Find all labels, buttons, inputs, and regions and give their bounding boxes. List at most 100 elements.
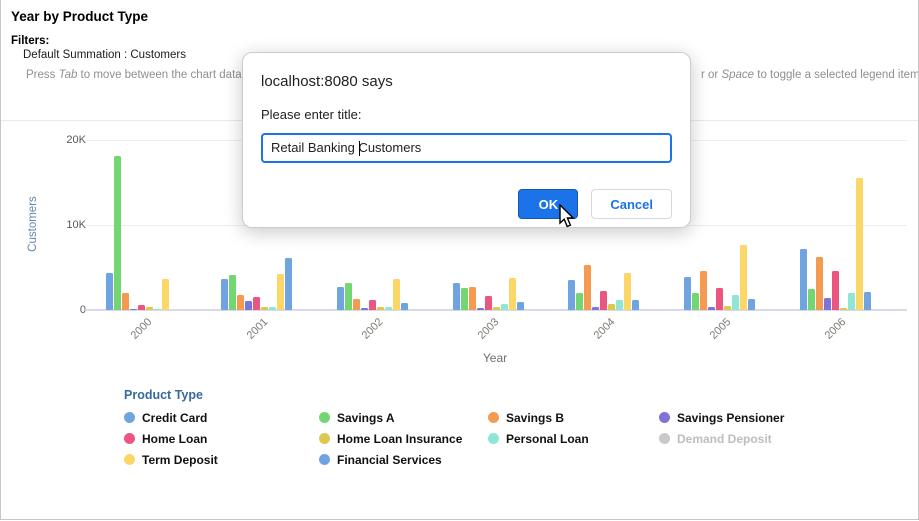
- bar-2005-term-deposit[interactable]: [740, 245, 747, 310]
- x-axis-title: Year: [482, 351, 508, 365]
- instruction-fragment: Press: [26, 69, 59, 81]
- bar-2004-savings-a[interactable]: [576, 293, 584, 310]
- bar-2005-credit-card[interactable]: [684, 276, 691, 310]
- keyboard-instructions-right: r or Space to toggle a selected legend i…: [701, 69, 918, 81]
- bar-2004-term-deposit[interactable]: [624, 273, 632, 310]
- bar-2001-financial-services[interactable]: [285, 258, 293, 310]
- bar-2000-term-deposit[interactable]: [161, 279, 169, 310]
- bar-2004-savings-b[interactable]: [584, 264, 592, 310]
- bar-2001-savings-b[interactable]: [237, 294, 245, 310]
- bar-2003-credit-card[interactable]: [452, 282, 460, 310]
- bar-2000-personal-loan[interactable]: [153, 308, 161, 310]
- bar-2003-savings-a[interactable]: [460, 287, 468, 310]
- bar-2006-financial-services[interactable]: [863, 292, 871, 310]
- bar-2004-credit-card[interactable]: [568, 280, 576, 310]
- text-caret: [359, 141, 360, 156]
- bar-2002-home-loan[interactable]: [368, 299, 376, 310]
- bar-2006-personal-loan[interactable]: [847, 293, 855, 310]
- bar-2001-term-deposit[interactable]: [277, 274, 285, 310]
- page-title: Year by Product Type: [11, 9, 149, 24]
- x-tick-label-2002: 2002: [360, 316, 386, 342]
- bar-2004-savings-pensioner[interactable]: [592, 306, 600, 310]
- bar-2005-savings-a[interactable]: [692, 293, 699, 310]
- bar-2004-home-loan-insurance[interactable]: [608, 304, 616, 310]
- x-axis-baseline: [85, 309, 907, 311]
- legend-swatch-savings-pensioner: [659, 412, 670, 423]
- bar-2001-credit-card[interactable]: [221, 279, 229, 310]
- bar-2006-home-loan-insurance[interactable]: [839, 308, 847, 310]
- bar-2005-savings-pensioner[interactable]: [708, 306, 715, 310]
- cancel-button[interactable]: Cancel: [591, 189, 672, 219]
- legend-swatch-personal-loan: [488, 433, 499, 444]
- bar-2005-financial-services[interactable]: [748, 298, 755, 310]
- instruction-fragment: to move between the chart data, le: [77, 69, 257, 81]
- legend-label: Personal Loan: [506, 431, 589, 446]
- legend-item-credit-card[interactable]: Credit Card: [124, 407, 319, 428]
- bar-2000-savings-a[interactable]: [113, 156, 121, 310]
- bar-2003-home-loan[interactable]: [484, 296, 492, 310]
- bar-2005-personal-loan[interactable]: [732, 294, 739, 310]
- bar-2002-personal-loan[interactable]: [384, 307, 392, 310]
- bar-2003-financial-services[interactable]: [516, 301, 524, 310]
- legend-item-term-deposit[interactable]: Term Deposit: [124, 449, 319, 470]
- filters-value: Default Summation : Customers: [23, 49, 186, 61]
- bar-2006-term-deposit[interactable]: [855, 178, 863, 310]
- bar-2004-financial-services[interactable]: [632, 299, 640, 310]
- bar-2004-home-loan[interactable]: [600, 291, 608, 310]
- bar-2000-savings-pensioner[interactable]: [129, 308, 137, 310]
- bar-2000-savings-b[interactable]: [121, 293, 129, 310]
- bar-2004-personal-loan[interactable]: [616, 299, 624, 310]
- legend-item-savings-a[interactable]: Savings A: [319, 407, 488, 428]
- bar-2002-savings-b[interactable]: [352, 298, 360, 310]
- filters-label: Filters:: [11, 35, 50, 47]
- legend-item-financial-services[interactable]: Financial Services: [319, 449, 488, 470]
- legend-item-savings-b[interactable]: Savings B: [488, 407, 659, 428]
- legend-label: Term Deposit: [142, 452, 218, 467]
- instruction-fragment: Tab: [58, 69, 78, 81]
- legend-item-demand-deposit[interactable]: Demand Deposit: [659, 428, 839, 449]
- title-input-value: Retail Banking Customers: [271, 140, 422, 155]
- bar-2001-personal-loan[interactable]: [269, 307, 277, 310]
- bar-2002-savings-pensioner[interactable]: [360, 307, 368, 310]
- bar-2002-savings-a[interactable]: [344, 282, 352, 310]
- legend-label: Credit Card: [142, 410, 208, 425]
- bar-2003-savings-b[interactable]: [468, 287, 476, 310]
- bar-2000-home-loan[interactable]: [137, 304, 145, 310]
- bar-2001-savings-pensioner[interactable]: [245, 300, 253, 310]
- bar-2006-credit-card[interactable]: [799, 248, 807, 310]
- bar-2003-home-loan-insurance[interactable]: [492, 306, 500, 310]
- legend-item-home-loan[interactable]: Home Loan: [124, 428, 319, 449]
- bar-2003-term-deposit[interactable]: [508, 277, 516, 310]
- bar-2002-credit-card[interactable]: [336, 287, 344, 310]
- bar-2006-savings-pensioner[interactable]: [823, 298, 831, 310]
- bar-2006-savings-b[interactable]: [815, 257, 823, 310]
- bar-2000-home-loan-insurance[interactable]: [145, 307, 153, 310]
- bar-2002-home-loan-insurance[interactable]: [376, 307, 384, 310]
- legend-label: Savings A: [337, 410, 395, 425]
- bar-2003-personal-loan[interactable]: [500, 304, 508, 310]
- bar-2001-savings-a[interactable]: [229, 275, 237, 310]
- bar-2005-home-loan[interactable]: [716, 287, 723, 310]
- dialog-title: localhost:8080 says: [261, 73, 393, 90]
- legend-item-home-loan-insurance[interactable]: Home Loan Insurance: [319, 428, 488, 449]
- legend-item-personal-loan[interactable]: Personal Loan: [488, 428, 659, 449]
- instruction-fragment: r or: [701, 69, 722, 81]
- bar-2005-savings-b[interactable]: [700, 270, 707, 310]
- legend-item-savings-pensioner[interactable]: Savings Pensioner: [659, 407, 839, 428]
- legend-swatch-financial-services: [319, 454, 330, 465]
- x-tick-label-2001: 2001: [244, 316, 271, 342]
- bar-2000-credit-card[interactable]: [105, 273, 113, 310]
- bar-2003-savings-pensioner[interactable]: [476, 307, 484, 310]
- bar-2001-home-loan-insurance[interactable]: [261, 307, 269, 310]
- legend-swatch-savings-a: [319, 412, 330, 423]
- legend-label: Savings Pensioner: [677, 410, 785, 425]
- bar-2002-term-deposit[interactable]: [392, 279, 400, 310]
- instruction-fragment: Space: [721, 69, 755, 81]
- bar-2002-financial-services[interactable]: [400, 303, 408, 310]
- title-input[interactable]: Retail Banking Customers: [261, 133, 672, 163]
- bar-2006-home-loan[interactable]: [831, 270, 839, 310]
- dialog-prompt-text: Please enter title:: [261, 107, 362, 122]
- bar-2001-home-loan[interactable]: [253, 297, 261, 310]
- bar-2005-home-loan-insurance[interactable]: [724, 305, 731, 310]
- bar-2006-savings-a[interactable]: [807, 288, 815, 310]
